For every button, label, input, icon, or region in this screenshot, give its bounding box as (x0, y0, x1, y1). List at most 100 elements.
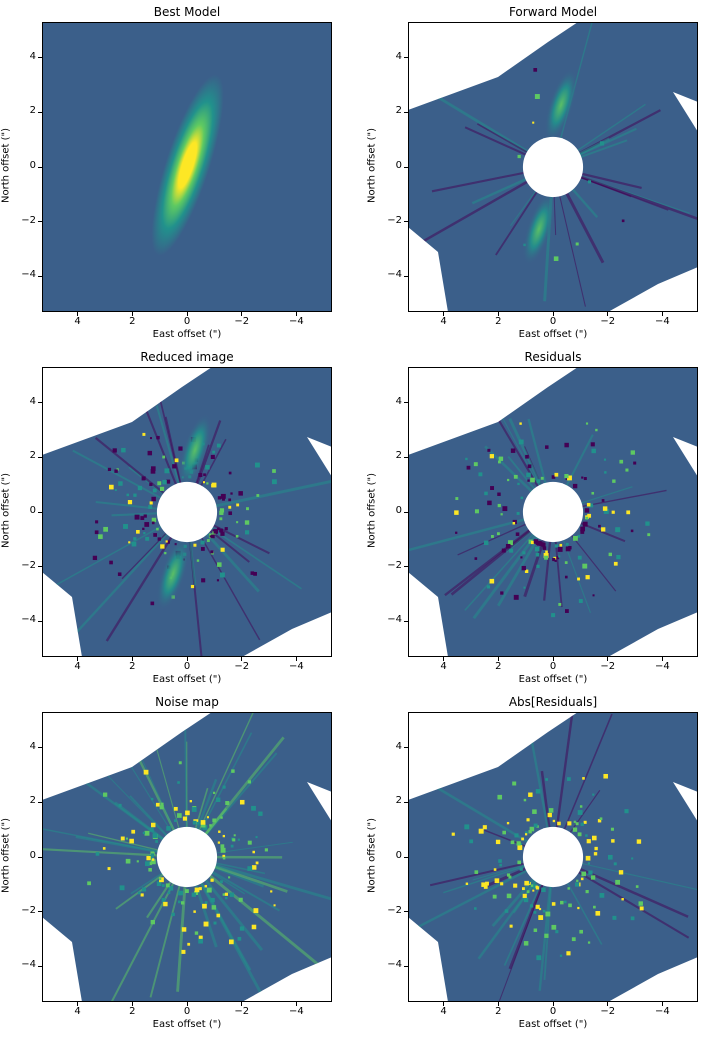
speckle (161, 898, 166, 902)
speckle (185, 810, 190, 816)
speckle (273, 904, 276, 907)
speckle (581, 871, 587, 877)
speckle (141, 887, 147, 892)
speckle (536, 564, 540, 568)
speckle (202, 903, 207, 909)
speckle (581, 476, 584, 479)
y-tick-label: 2 (29, 105, 36, 117)
speckle (213, 921, 217, 925)
speckle (198, 935, 203, 940)
speckle (573, 535, 578, 541)
speckle (107, 867, 111, 871)
speckle (94, 530, 99, 535)
speckle (608, 552, 612, 557)
x-tick-mark (77, 312, 79, 316)
y-tick-mark (38, 275, 42, 277)
x-tick-label: 4 (74, 1006, 81, 1017)
speckle (598, 524, 601, 528)
x-tick-mark (661, 312, 663, 316)
speckle (490, 535, 494, 538)
speckle (583, 820, 587, 824)
y-tick-mark (38, 511, 42, 513)
panel-title: Residuals (524, 350, 582, 364)
speckle (522, 551, 526, 555)
speckle (524, 833, 528, 836)
x-tick-mark (131, 1002, 133, 1006)
speckle (574, 882, 580, 887)
y-tick-mark (404, 801, 408, 803)
speckle (209, 824, 212, 827)
speckle (222, 856, 226, 860)
x-axis-label: East offset (") (152, 674, 222, 685)
speckle (151, 521, 155, 525)
speckle (210, 550, 214, 554)
speckle (196, 559, 200, 562)
x-tick-label: −2 (234, 661, 250, 672)
speckle (151, 517, 157, 523)
speckle (591, 448, 596, 454)
speckle (483, 885, 488, 889)
speckle (153, 533, 157, 537)
speckle (149, 827, 154, 832)
y-tick-mark (404, 221, 408, 223)
speckle (638, 901, 643, 906)
speckle (222, 785, 226, 789)
speckle (535, 886, 540, 890)
speckle (118, 803, 122, 807)
speckle (254, 462, 260, 468)
speckle (246, 507, 249, 511)
speckle (162, 479, 167, 485)
speckle (551, 475, 556, 479)
speckle (489, 454, 494, 459)
x-tick-mark (552, 1002, 554, 1006)
speckle (512, 781, 517, 786)
speckle (251, 805, 256, 811)
speckle (210, 897, 215, 903)
speckle (508, 875, 512, 879)
speckle (602, 506, 608, 511)
speckle (571, 937, 576, 942)
speckle (193, 543, 197, 547)
speckle (521, 565, 526, 571)
x-tick-label: 0 (549, 316, 557, 327)
speckle (160, 802, 164, 806)
speckle (194, 931, 199, 935)
speckle (118, 481, 123, 486)
x-tick-label: 4 (440, 1006, 447, 1017)
speckle (521, 887, 525, 891)
y-axis-label: North offset (") (366, 127, 378, 204)
speckle (496, 532, 500, 536)
speckle (165, 883, 170, 888)
speckle (554, 472, 559, 477)
speckle (559, 954, 563, 957)
speckle (498, 460, 501, 464)
speckle (172, 464, 177, 469)
speckle (540, 476, 544, 480)
speckle (583, 477, 587, 481)
speckle (621, 219, 625, 223)
y-tick-label: 2 (29, 795, 36, 807)
speckle (212, 450, 216, 454)
speckle (612, 479, 616, 483)
speckle (577, 555, 582, 560)
speckle (151, 496, 156, 502)
speckle (585, 855, 591, 861)
y-tick-label: −2 (387, 904, 402, 916)
speckle (494, 878, 500, 884)
speckle (103, 792, 108, 797)
disk-lobe (178, 413, 212, 487)
speckle (230, 492, 233, 495)
speckle (611, 839, 615, 843)
speckle (256, 494, 260, 497)
speckle (196, 821, 200, 825)
speckle (521, 837, 525, 841)
x-tick-mark (295, 657, 297, 661)
speckle (222, 854, 226, 858)
speckle (595, 911, 601, 916)
speckle (156, 527, 159, 531)
speckle (593, 852, 598, 856)
speckle (210, 454, 215, 460)
speckle (144, 522, 150, 527)
speckle (636, 839, 642, 844)
speckle (152, 488, 157, 493)
